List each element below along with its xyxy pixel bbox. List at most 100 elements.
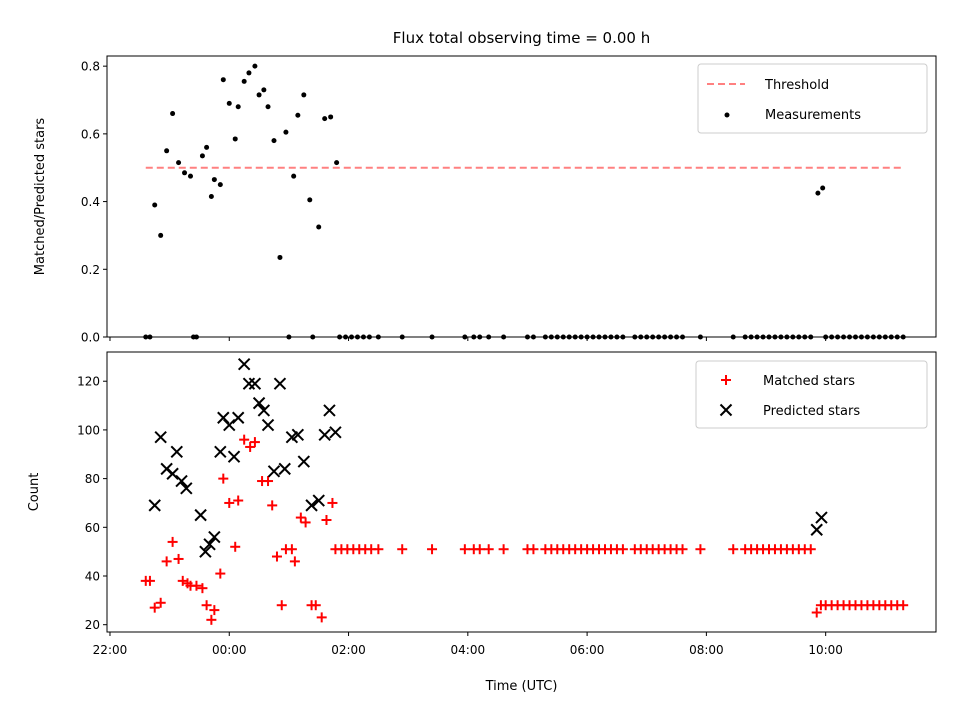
predicted-star-point xyxy=(194,508,207,522)
measurement-point xyxy=(730,334,736,340)
measurement-point xyxy=(894,334,900,340)
matched-star-point xyxy=(267,500,278,511)
measurement-point xyxy=(399,334,405,340)
measurement-point xyxy=(870,334,876,340)
predicted-star-point xyxy=(232,411,245,424)
predicted-star-point xyxy=(267,465,281,478)
y-tick-label: 120 xyxy=(77,375,100,389)
matched-star-point xyxy=(321,515,332,525)
measurement-point xyxy=(888,334,894,340)
panel-ratio-y-ticks: 0.0 0.2 0.4 0.6 0.8 xyxy=(81,60,107,345)
measurement-point xyxy=(802,334,808,340)
measurement-point xyxy=(790,334,796,340)
measurement-point xyxy=(584,334,590,340)
matched-star-point xyxy=(177,575,188,586)
predicted-star-point xyxy=(318,428,331,441)
measurement-point xyxy=(241,78,247,84)
y-tick-label: 0.4 xyxy=(81,195,100,209)
measurement-point xyxy=(486,334,492,340)
matched-star-point xyxy=(215,568,226,579)
measurement-point xyxy=(876,334,882,340)
matched-star-point xyxy=(271,551,282,562)
predicted-star-point xyxy=(810,523,823,536)
measurement-point xyxy=(316,224,322,230)
measurement-point xyxy=(566,334,572,340)
measurement-point xyxy=(841,334,847,340)
predicted-star-point xyxy=(278,462,291,476)
y-tick-label: 0.6 xyxy=(81,127,100,141)
measurement-point xyxy=(650,334,656,340)
panel-counts-frame xyxy=(106,351,937,633)
measurement-point xyxy=(530,334,536,340)
predicted-star-point xyxy=(223,418,236,432)
matched-star-point xyxy=(239,434,250,445)
predicted-star-point xyxy=(252,396,266,410)
measurement-points xyxy=(143,63,906,340)
measurement-point xyxy=(204,144,210,150)
x-tick-label: 02:00 xyxy=(331,643,366,657)
predicted-star-point xyxy=(312,494,325,507)
x-tick-label: 08:00 xyxy=(689,643,724,657)
matched-star-point xyxy=(316,612,327,623)
measurement-point xyxy=(602,334,608,340)
measurement-point xyxy=(193,334,199,340)
panel-ratio-legend-frame xyxy=(697,63,928,134)
predicted-star-point xyxy=(242,377,256,390)
measurement-point xyxy=(835,334,841,340)
measurement-point xyxy=(226,100,232,106)
measurement-point xyxy=(286,334,292,340)
measurement-point xyxy=(820,185,826,191)
measurement-point xyxy=(784,334,790,340)
matched-star-point xyxy=(167,536,178,547)
measurement-point xyxy=(217,182,223,188)
y-tick-label: 40 xyxy=(85,570,100,584)
measurement-point xyxy=(343,334,349,340)
matched-star-point xyxy=(300,517,311,528)
panel-ratio-y-label: Matched/Predicted stars xyxy=(33,118,48,276)
measurement-point xyxy=(548,334,554,340)
matched-star-point xyxy=(811,607,822,618)
panel-counts-legend: Matched stars Predicted stars xyxy=(695,360,928,429)
measurement-point xyxy=(199,153,205,159)
matched-star-point xyxy=(149,602,160,613)
matched-stars-points xyxy=(140,434,909,625)
measurement-point xyxy=(170,111,176,117)
matched-star-point xyxy=(427,544,438,555)
matched-star-point xyxy=(728,544,739,555)
matched-star-point xyxy=(245,441,256,452)
measurement-point xyxy=(796,334,802,340)
legend-x-marker xyxy=(719,403,733,417)
measurement-point xyxy=(158,232,164,238)
measurement-point xyxy=(656,334,662,340)
measurement-point xyxy=(501,334,507,340)
measurement-point xyxy=(748,334,754,340)
matched-star-point xyxy=(295,512,306,523)
measurement-point xyxy=(572,334,578,340)
legend-threshold-label: Threshold xyxy=(764,78,829,93)
measurement-point xyxy=(697,334,703,340)
x-tick-label: 00:00 xyxy=(212,643,247,657)
matched-star-point xyxy=(498,544,509,555)
measurement-point xyxy=(766,334,772,340)
predicted-star-point xyxy=(148,499,161,512)
predicted-star-point xyxy=(323,404,336,417)
measurement-point xyxy=(147,334,153,340)
matched-star-point xyxy=(459,544,470,555)
legend-predicted-label: Predicted stars xyxy=(763,404,860,419)
predicted-star-point xyxy=(199,545,212,558)
legend-matched-label: Matched stars xyxy=(763,374,855,389)
measurement-point xyxy=(232,136,238,142)
measurement-point xyxy=(815,190,821,196)
x-axis-label: Time (UTC) xyxy=(485,679,558,694)
measurement-point xyxy=(864,334,870,340)
measurement-point xyxy=(680,334,686,340)
measurement-point xyxy=(462,334,468,340)
measurement-point xyxy=(277,254,283,260)
predicted-star-point xyxy=(214,445,227,459)
matched-star-point xyxy=(373,544,384,555)
predicted-star-point xyxy=(297,455,311,468)
matched-star-point xyxy=(397,544,408,555)
predicted-star-point xyxy=(237,357,251,371)
measurement-point xyxy=(265,104,271,110)
measurement-point xyxy=(638,334,644,340)
